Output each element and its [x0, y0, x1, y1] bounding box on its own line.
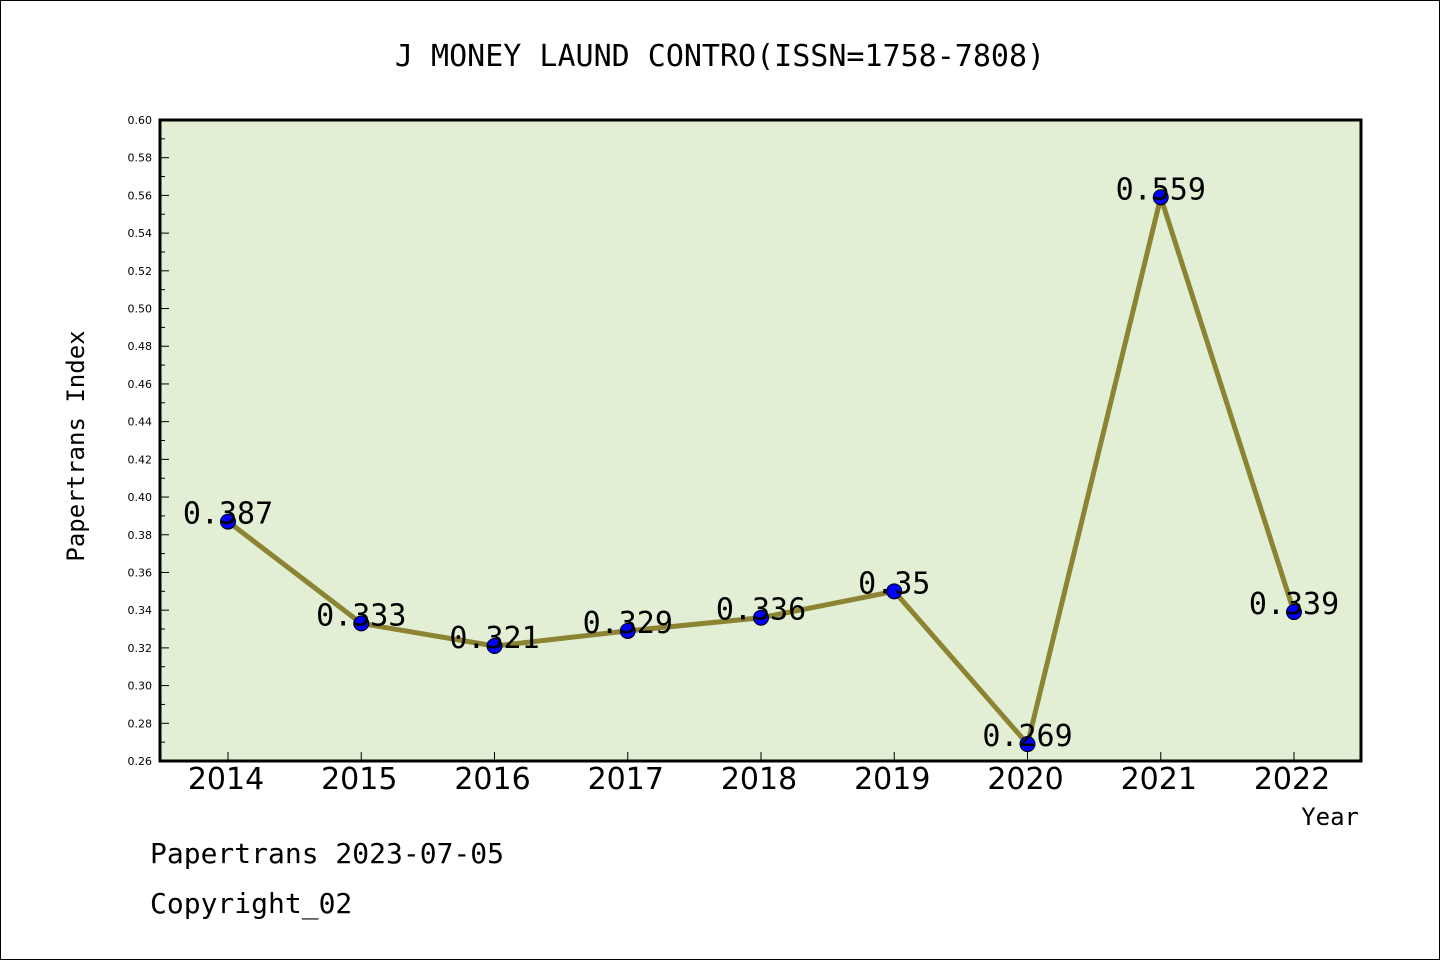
x-tick-label: 2015: [321, 762, 397, 797]
data-labels: 0.387 0.333 0.321 0.329 0.336 0.35 0.269 0.559 0…: [183, 172, 1339, 754]
data-point-marker: [1286, 604, 1302, 621]
data-point-label: 0.559: [1116, 172, 1206, 207]
y-tick-label: 0.26: [128, 755, 153, 768]
x-tick-label: 2021: [1121, 762, 1197, 797]
data-point-label: 0.387: [183, 497, 273, 532]
y-tick-label: 0.56: [128, 189, 153, 202]
data-point-marker: [1152, 189, 1169, 206]
y-tick-label: 0.30: [128, 680, 153, 693]
y-tick-label: 0.58: [128, 152, 153, 165]
x-tick-label: 2014: [188, 762, 264, 797]
y-tick-label: 0.36: [128, 566, 153, 579]
x-tick-label: 2019: [854, 762, 930, 797]
y-tick-label: 0.50: [128, 303, 153, 316]
data-point-label: 0.339: [1249, 587, 1339, 622]
data-point-marker: [486, 637, 503, 654]
data-markers: [220, 189, 1302, 753]
data-point-label: 0.336: [716, 593, 806, 628]
data-point-marker: [619, 622, 636, 639]
footer-date: Papertrans 2023-07-05: [150, 837, 504, 870]
x-tick-label: 2018: [721, 762, 797, 797]
x-tick-label: 2020: [987, 762, 1063, 797]
y-tick-label: 0.34: [128, 604, 153, 617]
x-tick-label: 2022: [1254, 762, 1330, 797]
y-axis: 0.26 0.28 0.30 0.32 0.34 0.36 0.38 0.40 0.42 0.44…: [128, 114, 169, 768]
x-axis: 2014 2015 2016 2017 2018 2019 2020 2021 2022: [188, 752, 1330, 797]
y-tick-label: 0.44: [128, 416, 153, 429]
data-point-label: 0.329: [583, 606, 673, 641]
y-tick-label: 0.60: [128, 114, 153, 127]
y-tick-label: 0.28: [128, 717, 153, 730]
data-point-label: 0.269: [982, 719, 1072, 754]
data-point-marker: [353, 615, 370, 632]
x-tick-label: 2017: [588, 762, 664, 797]
y-tick-label: 0.46: [128, 378, 153, 391]
y-tick-label: 0.48: [128, 340, 153, 353]
y-tick-label: 0.42: [128, 453, 153, 466]
y-tick-label: 0.52: [128, 265, 153, 278]
data-point-marker: [1019, 736, 1036, 753]
x-tick-label: 2016: [454, 762, 530, 797]
footer-copyright: Copyright_02: [150, 887, 352, 921]
data-point-marker: [886, 583, 903, 600]
data-point-label: 0.321: [449, 621, 539, 656]
y-tick-label: 0.40: [128, 491, 153, 504]
chart-title: J MONEY LAUND CONTRO(ISSN=1758-7808): [395, 39, 1045, 74]
data-point-marker: [220, 513, 236, 530]
y-axis-label: Papertrans Index: [62, 330, 90, 561]
y-tick-label: 0.54: [128, 227, 153, 240]
plot-area: [158, 118, 1363, 763]
data-point-label: 0.333: [316, 598, 406, 633]
y-tick-label: 0.38: [128, 529, 153, 542]
x-axis-label: Year: [1301, 803, 1359, 831]
data-point-marker: [753, 609, 769, 626]
data-point-label: 0.35: [858, 566, 930, 601]
y-tick-label: 0.32: [128, 642, 153, 655]
